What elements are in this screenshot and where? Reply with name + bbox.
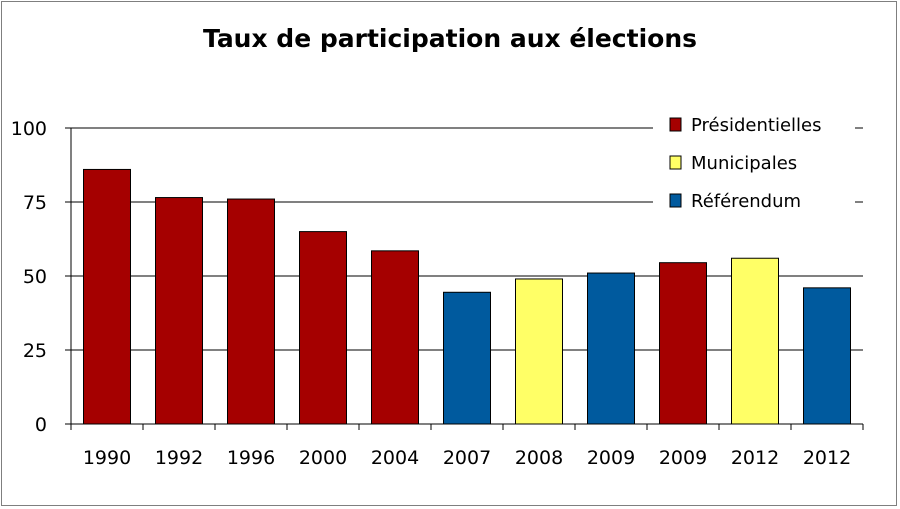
bar [515, 278, 563, 425]
x-tick-label: 1990 [83, 447, 131, 469]
bar [803, 287, 851, 425]
bar [299, 231, 347, 425]
x-tick-label: 2012 [803, 447, 851, 469]
x-tick-label: 2004 [371, 447, 419, 469]
y-tick-labels: 0 25 50 75 100 [11, 118, 47, 436]
chart-title: Taux de participation aux élections [202, 24, 698, 53]
x-tick-label: 2012 [731, 447, 779, 469]
bar [83, 168, 131, 425]
bar [731, 257, 779, 425]
x-tick-label: 1996 [227, 447, 275, 469]
y-tick-label: 25 [23, 340, 47, 362]
bar [227, 198, 275, 425]
y-tick-label: 50 [23, 266, 47, 288]
bar [587, 272, 635, 425]
x-tick-label: 2000 [299, 447, 347, 469]
legend-swatch [669, 193, 682, 208]
y-tick-label: 0 [35, 414, 47, 436]
legend: Présidentielles Municipales Référendum [653, 108, 855, 222]
legend-label: Présidentielles [691, 115, 822, 136]
bar [443, 291, 491, 425]
legend-swatch [669, 155, 682, 170]
bar [659, 262, 707, 425]
bars [83, 168, 851, 425]
x-tick-label: 2009 [587, 447, 635, 469]
y-tick-label: 75 [23, 192, 47, 214]
bar [371, 250, 419, 425]
y-tick-label: 100 [11, 118, 47, 140]
x-tick-label: 2009 [659, 447, 707, 469]
legend-label: Référendum [691, 191, 801, 212]
x-tick-label: 2008 [515, 447, 563, 469]
legend-swatch [669, 117, 682, 132]
x-tick-labels: 1990 1992 1996 2000 2004 2007 2008 2009 2009 2012… [83, 447, 851, 469]
x-tick-label: 1992 [155, 447, 203, 469]
legend-label: Municipales [691, 153, 797, 174]
x-tick-label: 2007 [443, 447, 491, 469]
legend-background [653, 108, 855, 222]
bar [155, 197, 203, 425]
